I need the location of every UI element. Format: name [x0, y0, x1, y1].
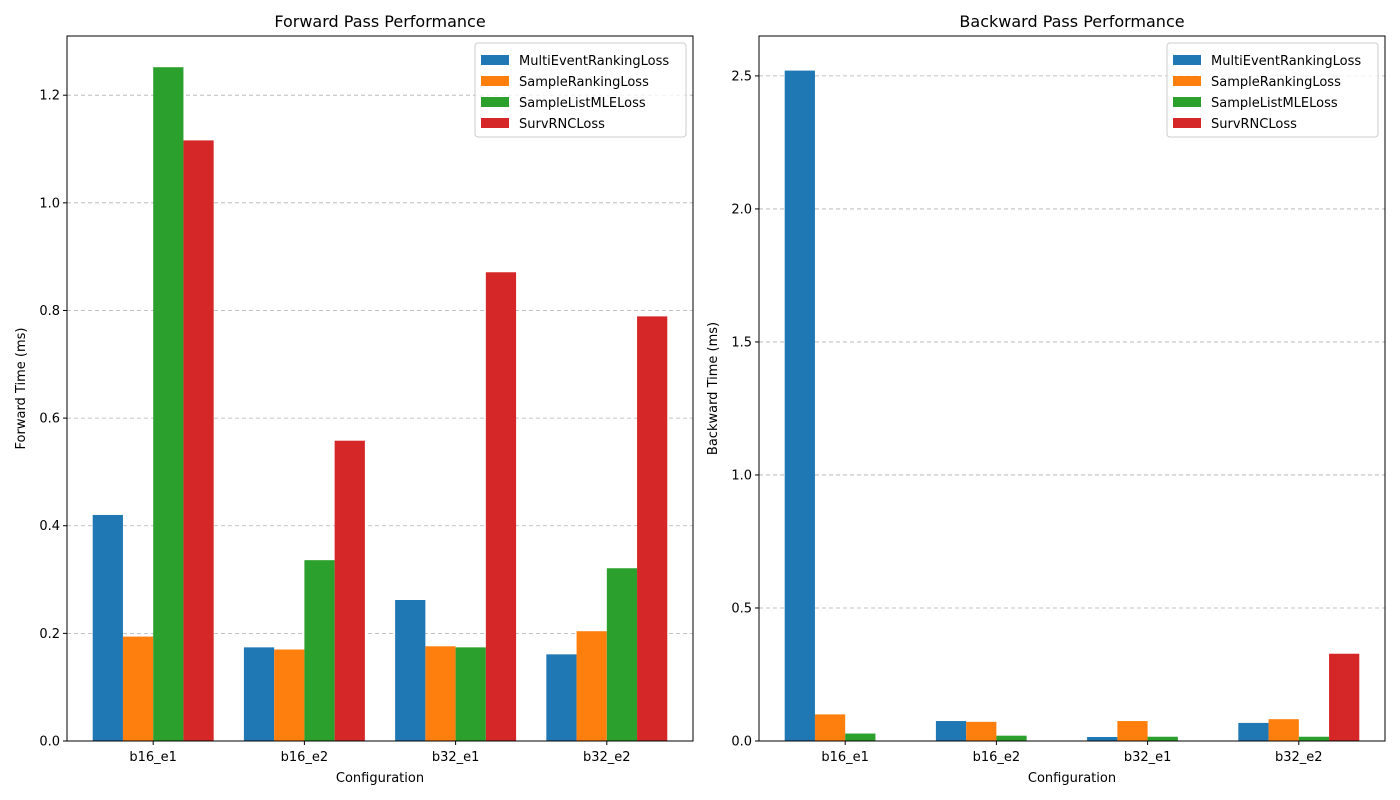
- y-tick-label: 0.4: [39, 519, 60, 534]
- legend-label: MultiEventRankingLoss: [519, 54, 669, 69]
- legend-box: [474, 42, 687, 138]
- backward-x-axis-label: Configuration: [1028, 771, 1116, 786]
- backward-chart: 0.0 0.5 1.0 1.5 2.0 2.5 b16_e1 b16_e2 b32_e1 b32…: [706, 12, 1386, 786]
- legend-swatch: [481, 55, 509, 65]
- backward-legend: MultiEventRankingLoss SampleRankingLoss Sa…: [1166, 42, 1379, 138]
- bar-multieventrankingloss-b16_e1: [784, 70, 815, 742]
- y-tick-label: 1.0: [39, 196, 60, 211]
- y-tick-label: 0.6: [39, 412, 60, 427]
- bar-multieventrankingloss-b16_e1: [92, 514, 123, 741]
- backward-bars: [784, 70, 1360, 742]
- backward-chart-title: Backward Pass Performance: [959, 12, 1184, 31]
- legend-swatch: [1173, 97, 1201, 107]
- x-tick-label: b32_e1: [1124, 750, 1172, 765]
- bar-samplelistmleloss-b32_e1: [455, 647, 486, 741]
- bar-survrncloss-b32_e2: [637, 316, 668, 741]
- forward-y-ticks: 0.0 0.2 0.4 0.6 0.8 1.0 1.2: [39, 89, 67, 750]
- legend-swatch: [1173, 76, 1201, 86]
- forward-legend: MultiEventRankingLoss SampleRankingLoss Sa…: [474, 42, 687, 138]
- bar-samplelistmleloss-b32_e2: [606, 568, 638, 741]
- bar-multieventrankingloss-b32_e2: [546, 654, 577, 741]
- forward-bars: [92, 67, 668, 741]
- y-tick-label: 0.0: [731, 735, 752, 750]
- bar-multieventrankingloss-b32_e2: [1238, 722, 1269, 741]
- legend-label: SampleListMLELoss: [519, 96, 646, 111]
- bar-samplerankingloss-b16_e2: [966, 721, 997, 741]
- backward-x-ticks: b16_e1 b16_e2 b32_e1 b32_e2: [821, 741, 1323, 765]
- y-tick-label: 0.2: [39, 627, 60, 642]
- bar-samplelistmleloss-b16_e2: [996, 735, 1027, 741]
- bar-samplerankingloss-b32_e1: [1117, 721, 1148, 741]
- bar-samplerankingloss-b16_e1: [814, 714, 846, 741]
- legend-label: SurvRNCLoss: [1211, 117, 1297, 132]
- backward-y-axis-label: Backward Time (ms): [706, 322, 721, 455]
- legend-label: SampleListMLELoss: [1211, 96, 1338, 111]
- forward-chart-title: Forward Pass Performance: [274, 12, 485, 31]
- legend-swatch: [481, 76, 509, 86]
- bar-survrncloss-b16_e1: [183, 140, 214, 741]
- y-tick-label: 0.8: [39, 304, 60, 319]
- y-tick-label: 0.5: [731, 601, 752, 616]
- y-tick-label: 1.0: [731, 468, 752, 483]
- forward-x-axis-label: Configuration: [336, 771, 424, 786]
- y-tick-label: 2.0: [731, 202, 752, 217]
- bar-samplelistmleloss-b32_e1: [1147, 736, 1178, 741]
- forward-x-ticks: b16_e1 b16_e2 b32_e1 b32_e2: [129, 741, 631, 765]
- x-tick-label: b32_e2: [1275, 750, 1323, 765]
- forward-axes-frame: [66, 35, 694, 742]
- bar-samplelistmleloss-b16_e1: [153, 67, 184, 741]
- backward-y-ticks: 0.0 0.5 1.0 1.5 2.0 2.5: [731, 69, 759, 750]
- x-tick-label: b16_e1: [821, 750, 869, 765]
- legend-label: SampleRankingLoss: [519, 75, 649, 90]
- legend-swatch: [1173, 55, 1201, 65]
- legend-box: [1166, 42, 1379, 138]
- x-tick-label: b16_e1: [129, 750, 177, 765]
- bar-samplelistmleloss-b16_e1: [845, 733, 876, 741]
- legend-swatch: [1173, 118, 1201, 128]
- x-tick-label: b32_e1: [432, 750, 480, 765]
- bar-samplerankingloss-b32_e2: [576, 631, 607, 741]
- bar-samplelistmleloss-b16_e2: [304, 560, 335, 741]
- bar-multieventrankingloss-b16_e2: [243, 647, 275, 741]
- legend-label: SurvRNCLoss: [519, 117, 605, 132]
- bar-samplerankingloss-b16_e2: [274, 649, 305, 741]
- bar-samplelistmleloss-b32_e2: [1298, 736, 1330, 741]
- bar-samplerankingloss-b32_e1: [425, 646, 456, 741]
- y-tick-label: 1.2: [39, 89, 60, 104]
- legend-swatch: [481, 97, 509, 107]
- bar-survrncloss-b32_e1: [485, 272, 517, 741]
- bar-multieventrankingloss-b32_e1: [1087, 737, 1118, 741]
- backward-axes-frame: [758, 35, 1386, 742]
- y-tick-label: 1.5: [731, 335, 752, 350]
- y-tick-label: 0.0: [39, 735, 60, 750]
- bar-samplerankingloss-b32_e2: [1268, 719, 1299, 741]
- legend-swatch: [481, 118, 509, 128]
- bar-samplerankingloss-b16_e1: [122, 636, 154, 741]
- legend-label: SampleRankingLoss: [1211, 75, 1341, 90]
- forward-chart: 0.0 0.2 0.4 0.6 0.8 1.0 1.2 b16_e1 b16_e2 b32_e1…: [14, 12, 694, 786]
- x-tick-label: b32_e2: [583, 750, 631, 765]
- forward-y-axis-label: Forward Time (ms): [14, 328, 29, 450]
- y-tick-label: 2.5: [731, 69, 752, 84]
- bar-multieventrankingloss-b16_e2: [935, 721, 967, 741]
- legend-label: MultiEventRankingLoss: [1211, 54, 1361, 69]
- bar-multieventrankingloss-b32_e1: [395, 600, 426, 741]
- bar-survrncloss-b32_e2: [1329, 653, 1360, 741]
- x-tick-label: b16_e2: [281, 750, 329, 765]
- bar-survrncloss-b16_e2: [334, 440, 365, 741]
- x-tick-label: b16_e2: [973, 750, 1021, 765]
